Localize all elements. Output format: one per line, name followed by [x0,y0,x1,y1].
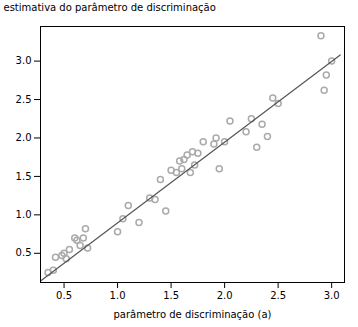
svg-text:2.5: 2.5 [16,94,32,105]
svg-text:1.5: 1.5 [16,171,32,182]
svg-text:2.0: 2.0 [16,132,32,143]
svg-text:3.0: 3.0 [16,55,32,66]
svg-text:estimativa do parâmetro de dis: estimativa do parâmetro de discriminação [4,2,216,13]
svg-text:0.5: 0.5 [16,247,32,258]
svg-text:1.0: 1.0 [110,290,126,301]
svg-text:3.0: 3.0 [324,290,340,301]
svg-text:1.0: 1.0 [16,209,32,220]
svg-text:1.5: 1.5 [163,290,179,301]
svg-text:2.5: 2.5 [270,290,286,301]
svg-text:parâmetro de discriminação (a): parâmetro de discriminação (a) [114,309,272,320]
svg-text:0.5: 0.5 [56,290,72,301]
svg-text:2.0: 2.0 [217,290,233,301]
